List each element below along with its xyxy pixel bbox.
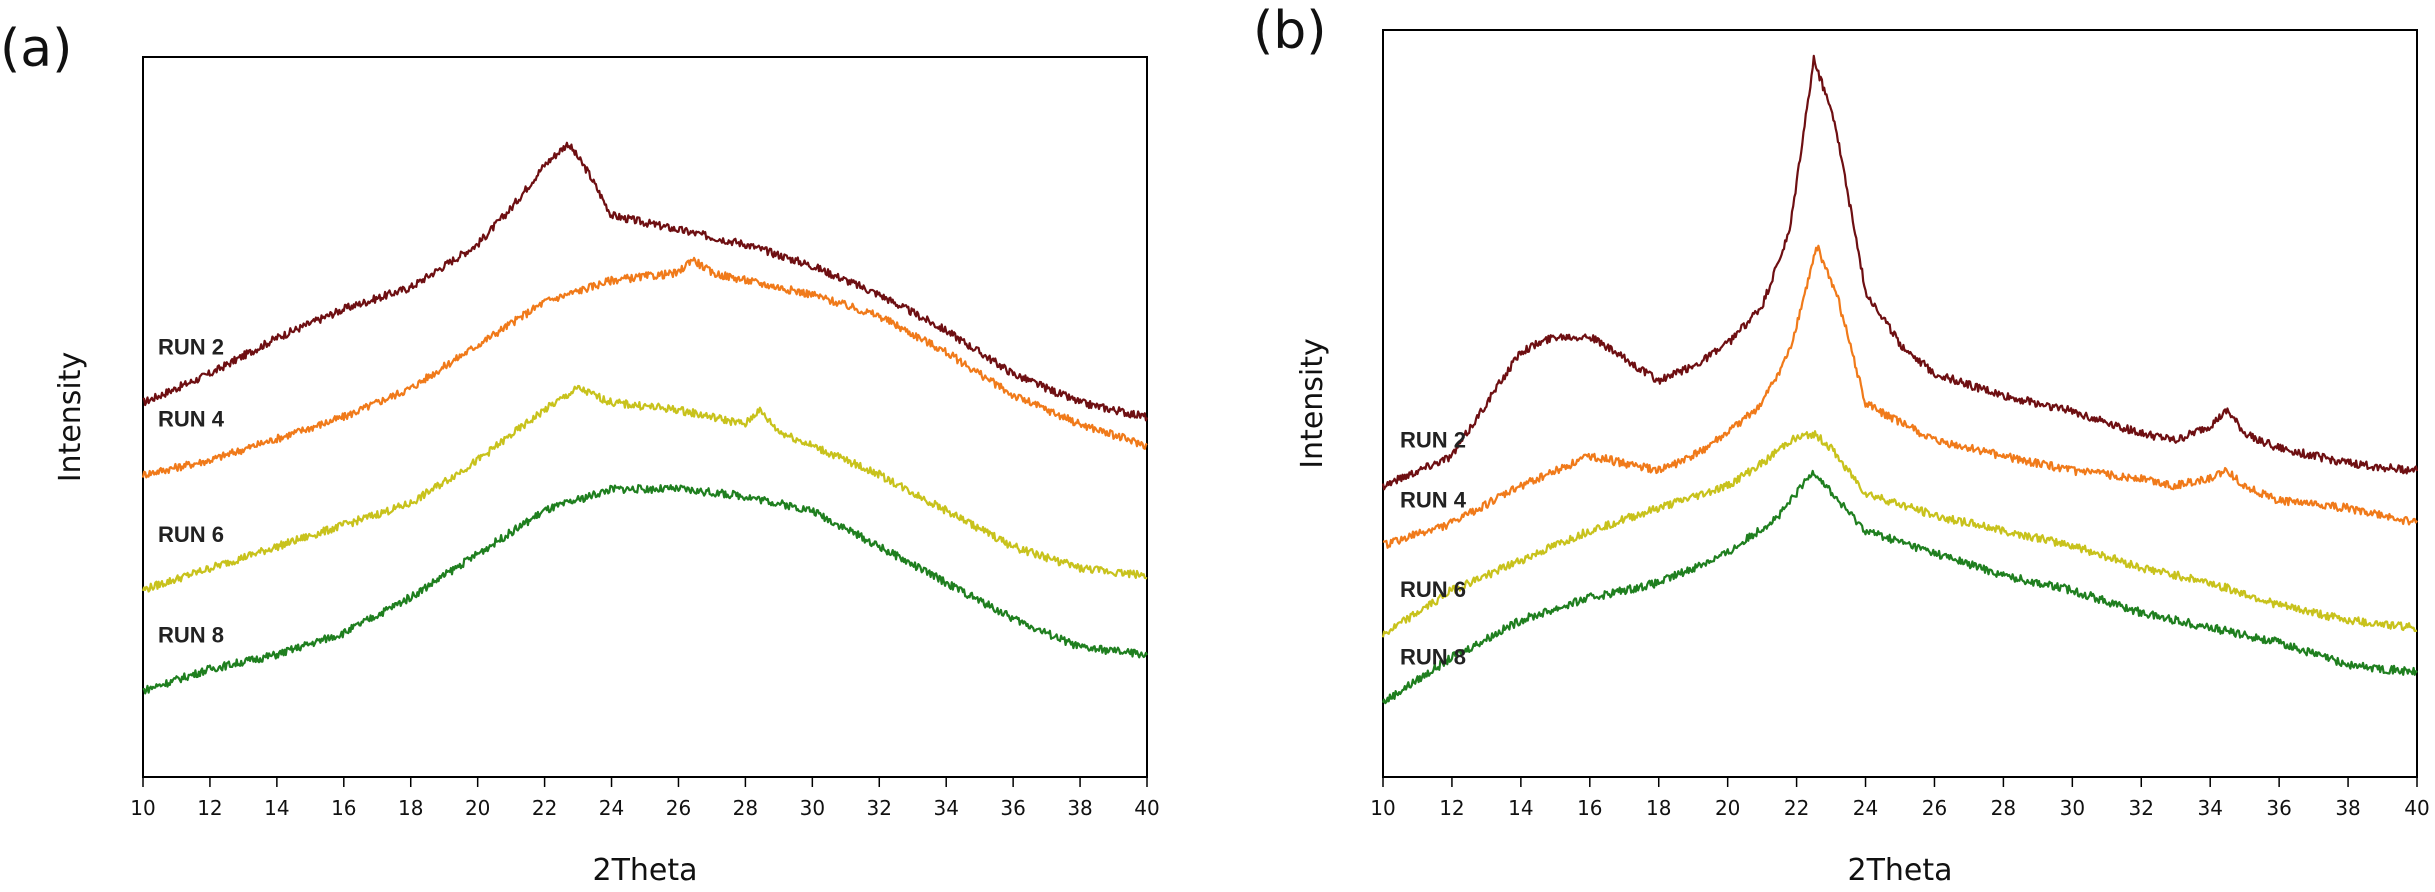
x-tick-label: 12 [197, 796, 222, 820]
x-tick-label: 14 [1508, 796, 1533, 820]
series-line-run-4 [141, 256, 1148, 479]
x-tick-label: 38 [2335, 796, 2360, 820]
x-tick-label: 40 [1134, 796, 1159, 820]
y-axis-title: Intensity [1295, 338, 1330, 469]
series-line-run-2 [142, 141, 1149, 422]
x-tick-label: 38 [1067, 796, 1092, 820]
x-tick-label: 20 [1715, 796, 1740, 820]
series-line-run-6 [1381, 430, 2418, 638]
x-tick-label: 10 [130, 796, 155, 820]
x-tick-label: 16 [1577, 796, 1602, 820]
y-axis-title: Intensity [53, 352, 88, 483]
series-line-run-8 [1381, 469, 2418, 705]
x-tick-label: 32 [2129, 796, 2154, 820]
series-label: RUN 6 [158, 522, 224, 547]
series-label: RUN 4 [1400, 487, 1467, 512]
plot-frame [1382, 29, 2418, 778]
x-tick-label: 12 [1439, 796, 1464, 820]
x-tick-label: 26 [666, 796, 691, 820]
x-tick-label: 16 [331, 796, 356, 820]
x-axis-title: 2Theta [592, 853, 697, 888]
series-label: RUN 8 [1400, 644, 1466, 669]
x-tick-label: 28 [733, 796, 758, 820]
series-label: RUN 2 [1400, 428, 1466, 453]
x-tick-label: 14 [264, 796, 289, 820]
panel-b-chart: (b) 10 12 14 16 18 20 22 24 26 28 30 32 34 36 38 40 2Thet… [1253, 1, 2430, 888]
x-tick-label: 20 [465, 796, 490, 820]
x-tick-label: 32 [867, 796, 892, 820]
panel-a-chart: (a) 10 12 14 16 18 20 22 24 26 28 30 32 34 36 38 40 2Thet… [0, 19, 1160, 888]
x-tick-label: 26 [1922, 796, 1947, 820]
series-label: RUN 8 [158, 623, 224, 648]
plot-frame [142, 56, 1148, 778]
x-tick-label: 40 [2404, 796, 2429, 820]
x-tick-label: 28 [1991, 796, 2016, 820]
x-tick-label: 36 [2266, 796, 2291, 820]
series-line-run-4 [1382, 244, 2418, 549]
x-tick-label: 36 [1000, 796, 1025, 820]
x-tick-label: 24 [1853, 796, 1878, 820]
x-tick-label: 18 [1646, 796, 1671, 820]
x-tick-label: 30 [2060, 796, 2085, 820]
series-label: RUN 2 [158, 335, 224, 360]
x-tick-label: 34 [2197, 796, 2222, 820]
panel-label: (a) [0, 19, 72, 79]
x-tick-label: 18 [398, 796, 423, 820]
x-tick-label: 30 [800, 796, 825, 820]
series-line-run-2 [1381, 54, 2419, 491]
series-line-run-8 [142, 484, 1148, 695]
x-tick-label: 24 [599, 796, 624, 820]
x-tick-label: 22 [532, 796, 557, 820]
x-tick-label: 22 [1784, 796, 1809, 820]
series-label: RUN 4 [158, 407, 225, 432]
panel-label: (b) [1253, 1, 1327, 61]
x-axis-title: 2Theta [1847, 853, 1952, 888]
x-tick-label: 10 [1370, 796, 1395, 820]
series-line-run-6 [141, 384, 1148, 593]
series-label: RUN 6 [1400, 577, 1466, 602]
x-tick-label: 34 [933, 796, 958, 820]
